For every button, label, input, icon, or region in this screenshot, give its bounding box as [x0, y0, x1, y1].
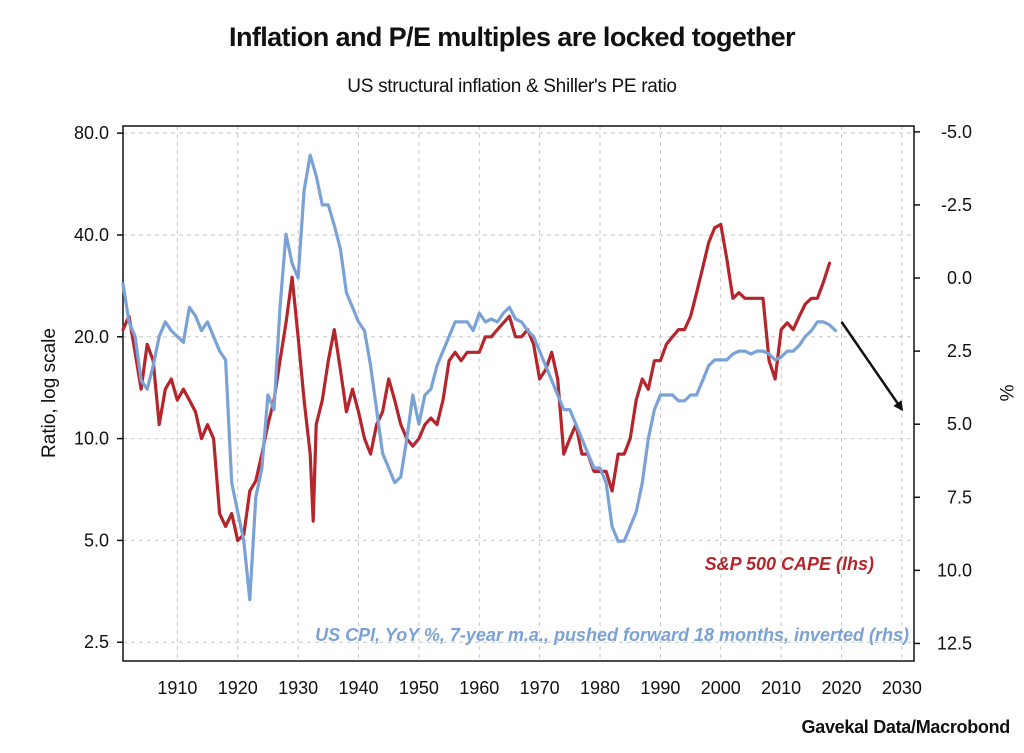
x-tick-label: 1920: [218, 678, 258, 698]
x-tick-label: 1980: [580, 678, 620, 698]
x-tick-label: 1960: [459, 678, 499, 698]
x-tick-label: 1950: [399, 678, 439, 698]
grid-lines: [123, 126, 914, 661]
y-left-tick-label: 5.0: [84, 530, 109, 550]
y-left-tick-label: 40.0: [74, 225, 109, 245]
x-tick-label: 1990: [640, 678, 680, 698]
cape-series-line: [121, 222, 832, 543]
y-left-tick-label: 2.5: [84, 632, 109, 652]
y-right-tick-label: -2.5: [941, 195, 972, 215]
plot-frame: [122, 125, 915, 662]
y-right-axis-label: %: [995, 385, 1016, 402]
series-label-cape: S&P 500 CAPE (lhs): [705, 554, 874, 574]
y-left-tick-label: 20.0: [74, 327, 109, 347]
x-tick-label: 2010: [761, 678, 801, 698]
chart-title: Inflation and P/E multiples are locked t…: [229, 22, 796, 52]
projection-arrow: [840, 321, 904, 412]
series-label-cpi: US CPI, YoY %, 7-year m.a., pushed forwa…: [315, 625, 909, 645]
chart-subtitle: US structural inflation & Shiller's PE r…: [347, 76, 677, 97]
x-tick-label: 1940: [338, 678, 378, 698]
y-right-tick-label: -5.0: [941, 122, 972, 142]
y-right-tick-label: 7.5: [947, 487, 972, 507]
y-right-tick-label: 2.5: [947, 341, 972, 361]
x-tick-label: 2000: [701, 678, 741, 698]
tick-labels: 1910 1920 1930 1940 1950 1960 1970 1980 1990 2000…: [74, 122, 972, 698]
cpi-series-line: [121, 153, 838, 602]
series-layer: [121, 153, 838, 602]
y-right-tick-label: 0.0: [947, 268, 972, 288]
x-tick-label: 2030: [882, 678, 922, 698]
x-tick-label: 2020: [822, 678, 862, 698]
x-tick-label: 1910: [157, 678, 197, 698]
source-credit: Gavekal Data/Macrobond: [801, 717, 1011, 737]
y-left-axis-label: Ratio, log scale: [39, 328, 60, 458]
y-right-tick-label: 12.5: [937, 633, 972, 653]
y-right-tick-label: 5.0: [947, 414, 972, 434]
x-tick-label: 1930: [278, 678, 318, 698]
y-left-tick-label: 10.0: [74, 429, 109, 449]
y-right-tick-label: 10.0: [937, 560, 972, 580]
x-tick-label: 1970: [520, 678, 560, 698]
y-left-tick-label: 80.0: [74, 123, 109, 143]
